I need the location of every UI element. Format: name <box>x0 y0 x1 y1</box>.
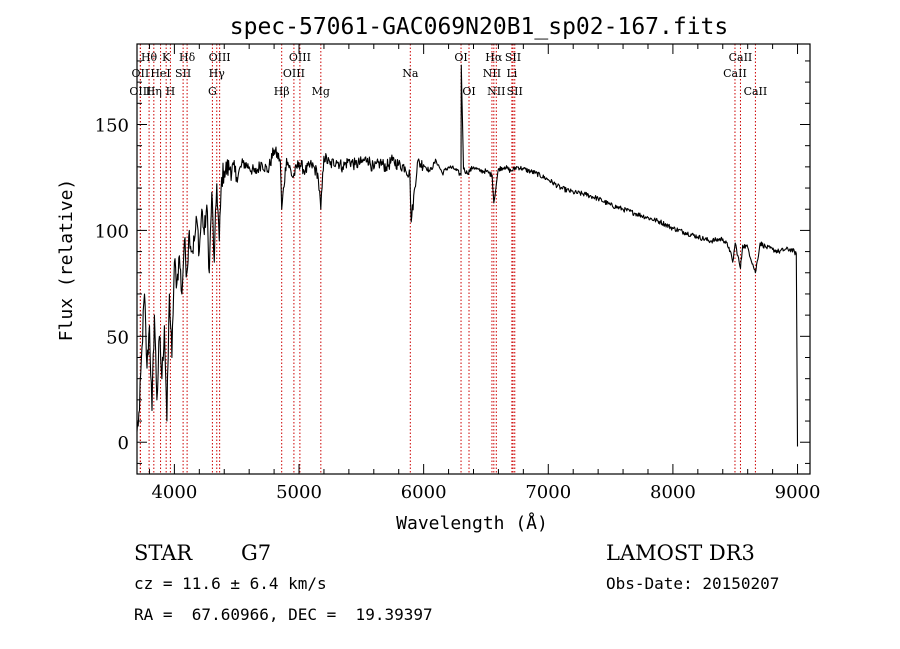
y-tick-label: 0 <box>118 433 129 454</box>
spectral-line-label: Hα <box>485 51 503 64</box>
spectral-line-label: OIII <box>129 85 151 98</box>
spectrum-line <box>136 64 799 447</box>
spectral-line-label: Li <box>506 67 517 80</box>
x-tick-label: 9000 <box>775 482 821 503</box>
spectral-line-label: SII <box>175 67 191 80</box>
spectral-line-label: SII <box>507 85 523 98</box>
spectral-line-label: Hβ <box>274 85 290 98</box>
redshift-readout: cz = 11.6 ± 6.4 km/s <box>134 574 327 593</box>
plot-frame <box>136 43 811 475</box>
spectral-line-label: Hη <box>146 85 162 98</box>
spectral-line-label: CaII <box>729 51 753 64</box>
x-tick-label: 8000 <box>650 482 696 503</box>
spectral-line-label: OII <box>132 67 150 80</box>
spectral-line-label: CaII <box>744 85 768 98</box>
spectrum-series <box>136 64 799 447</box>
object-class: STAR <box>134 541 193 565</box>
spectral-line-label: Na <box>402 67 419 80</box>
survey-name: LAMOST DR3 <box>606 541 755 565</box>
coordinates-readout: RA = 67.60966, DEC = 19.39397 <box>134 605 433 624</box>
x-tick-label: 7000 <box>525 482 571 503</box>
spectral-line-label: NII <box>483 67 501 80</box>
y-tick-label: 100 <box>95 221 129 242</box>
observation-date: Obs-Date: 20150207 <box>606 574 779 593</box>
spectral-line-label: OIII <box>283 67 305 80</box>
x-tick-label: 4000 <box>151 482 197 503</box>
spectral-line-label: NII <box>487 85 505 98</box>
spectral-line-label: H <box>166 85 176 98</box>
spectral-line-label: Hθ <box>141 51 158 64</box>
y-tick-label: 50 <box>106 327 129 348</box>
spectral-line-label: OI <box>454 51 467 64</box>
spectral-line-label: Hδ <box>179 51 196 64</box>
spectral-line-label: HeI <box>150 67 170 80</box>
spectral-line-label: G <box>208 85 217 98</box>
axes: 4000 5000 6000 7000 8000 9000 0 50 100 150 <box>95 43 821 503</box>
x-tick-label: 5000 <box>276 482 322 503</box>
spectral-line-label: OI <box>462 85 475 98</box>
spectral-line-markers <box>139 44 756 474</box>
spectral-line-label: OIII <box>209 51 231 64</box>
spectral-line-label: Mg <box>312 85 330 98</box>
spectral-line-label: SII <box>505 51 521 64</box>
x-axis-label: Wavelength (Å) <box>396 512 548 534</box>
chart-title: spec-57061-GAC069N20B1_sp02-167.fits <box>230 14 729 40</box>
object-subclass: G7 <box>241 541 271 565</box>
spectral-line-label: OIII <box>289 51 311 64</box>
x-tick-label: 6000 <box>401 482 447 503</box>
y-axis-label: Flux (relative) <box>56 179 77 342</box>
y-tick-label: 150 <box>95 115 129 136</box>
spectral-line-label: K <box>162 51 171 64</box>
spectral-line-labels: Hθ OII OIII K HeI Hη Hδ SII H OIII Hγ G OIII OIII Hβ Mg… <box>129 51 767 98</box>
spectral-line-label: Hγ <box>209 67 226 80</box>
spectral-line-label: CaII <box>723 67 747 80</box>
